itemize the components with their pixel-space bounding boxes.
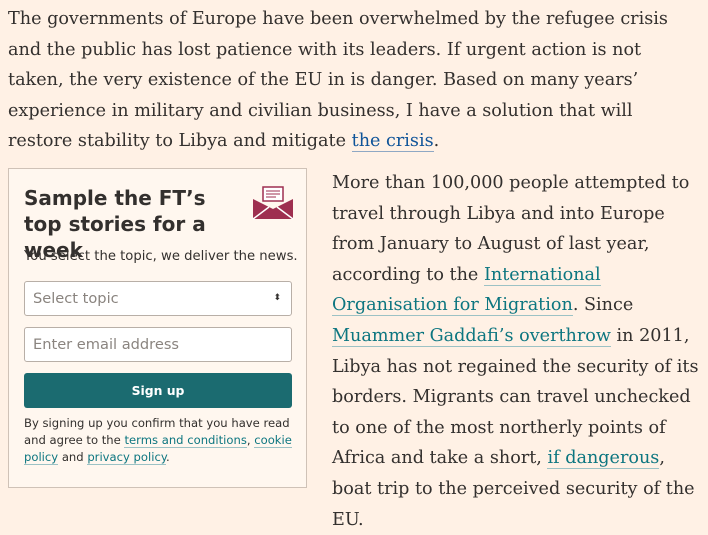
- select-arrows-icon: ⬍: [273, 282, 281, 315]
- paragraph-text: in 2011, Libya has not regained the secu…: [332, 326, 699, 468]
- topic-select-placeholder: Select topic: [33, 290, 119, 307]
- email-input-placeholder: Enter email address: [33, 336, 179, 353]
- paragraph-text: .: [434, 131, 440, 151]
- article-paragraph-1: The governments of Europe have been over…: [8, 4, 698, 157]
- topic-select[interactable]: Select topic ⬍: [24, 281, 292, 316]
- legal-notice: By signing up you confirm that you have …: [24, 415, 294, 466]
- envelope-icon: [251, 185, 295, 221]
- email-input[interactable]: Enter email address: [24, 327, 292, 362]
- legal-text: and: [58, 450, 87, 464]
- if-dangerous-link[interactable]: if dangerous: [547, 448, 659, 469]
- newsletter-promo: Sample the FT’s top stories for a week Y…: [8, 168, 307, 488]
- paragraph-text: . Since: [573, 295, 633, 315]
- the-crisis-link[interactable]: the crisis: [352, 131, 434, 152]
- terms-link[interactable]: terms and conditions: [124, 433, 246, 448]
- legal-text: .: [166, 450, 170, 464]
- article-paragraph-2: More than 100,000 people attempted to tr…: [332, 168, 700, 535]
- sign-up-button[interactable]: Sign up: [24, 373, 292, 408]
- gaddafi-overthrow-link[interactable]: Muammer Gaddafi’s overthrow: [332, 326, 611, 347]
- privacy-policy-link[interactable]: privacy policy: [87, 450, 166, 465]
- paragraph-text: The governments of Europe have been over…: [8, 9, 668, 151]
- promo-subtitle: You select the topic, we deliver the new…: [24, 249, 298, 264]
